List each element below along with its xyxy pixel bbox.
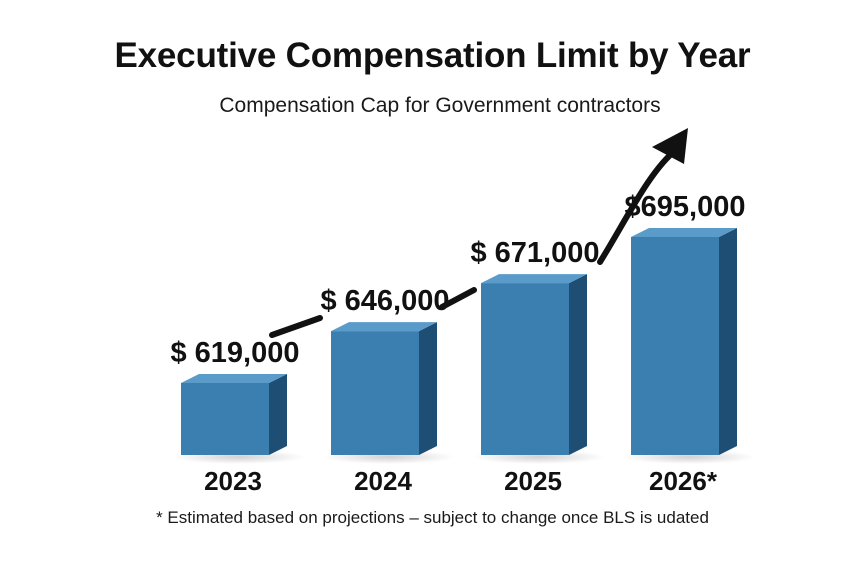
chart-subtitle: Compensation Cap for Government contract… xyxy=(219,94,661,117)
bar-side xyxy=(419,322,437,455)
trend-arrowhead xyxy=(652,128,688,164)
bar-top xyxy=(181,374,287,383)
value-label: $ 619,000 xyxy=(170,337,299,369)
value-label: $ 671,000 xyxy=(470,237,599,269)
category-label: 2024 xyxy=(354,466,412,496)
bar-side xyxy=(269,374,287,455)
bar-front xyxy=(631,237,719,455)
bar-2025 xyxy=(481,274,587,455)
footnote: * Estimated based on projections – subje… xyxy=(156,508,709,527)
category-label: 2023 xyxy=(204,466,262,496)
bar-top xyxy=(481,274,587,284)
bar-2023 xyxy=(181,374,287,455)
bar-top xyxy=(331,322,437,332)
bar-side xyxy=(719,228,737,455)
bar-top xyxy=(631,228,737,237)
bar-2026 xyxy=(631,228,737,455)
bar-front xyxy=(331,331,419,455)
value-label: $ 646,000 xyxy=(320,285,449,317)
bar-front xyxy=(181,383,269,455)
category-label: 2025 xyxy=(504,466,562,496)
bar-front xyxy=(481,283,569,455)
bar-side xyxy=(569,274,587,455)
value-label: $695,000 xyxy=(625,191,746,223)
chart-title: Executive Compensation Limit by Year xyxy=(114,36,751,75)
category-label: 2026* xyxy=(649,466,718,496)
bar-2024 xyxy=(331,322,437,455)
trend-arrow xyxy=(269,147,679,338)
